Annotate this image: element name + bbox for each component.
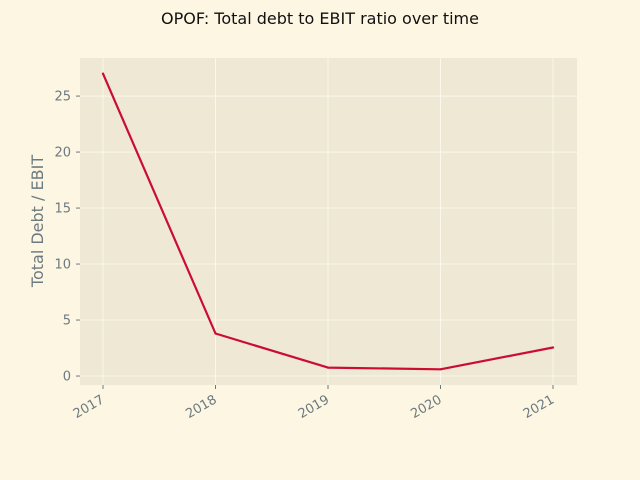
y-axis-label: Total Debt / EBIT	[28, 155, 47, 288]
y-tick-label: 10	[54, 258, 71, 273]
y-tick-label: 15	[54, 202, 71, 217]
data-point	[101, 72, 105, 75]
y-tick-label: 0	[63, 370, 71, 385]
data-point	[214, 332, 217, 335]
y-axis-ticks: 0 5 10 15 20 25	[54, 90, 80, 385]
chart-title: OPOF: Total debt to EBIT ratio over time	[161, 9, 479, 28]
data-point	[551, 346, 555, 349]
y-tick-label: 5	[63, 314, 71, 329]
y-tick-label: 25	[54, 90, 71, 105]
y-tick-label: 20	[54, 146, 71, 161]
data-point	[326, 366, 330, 369]
grid-lines	[80, 58, 577, 385]
series-layer	[101, 72, 555, 371]
data-point	[439, 368, 442, 371]
